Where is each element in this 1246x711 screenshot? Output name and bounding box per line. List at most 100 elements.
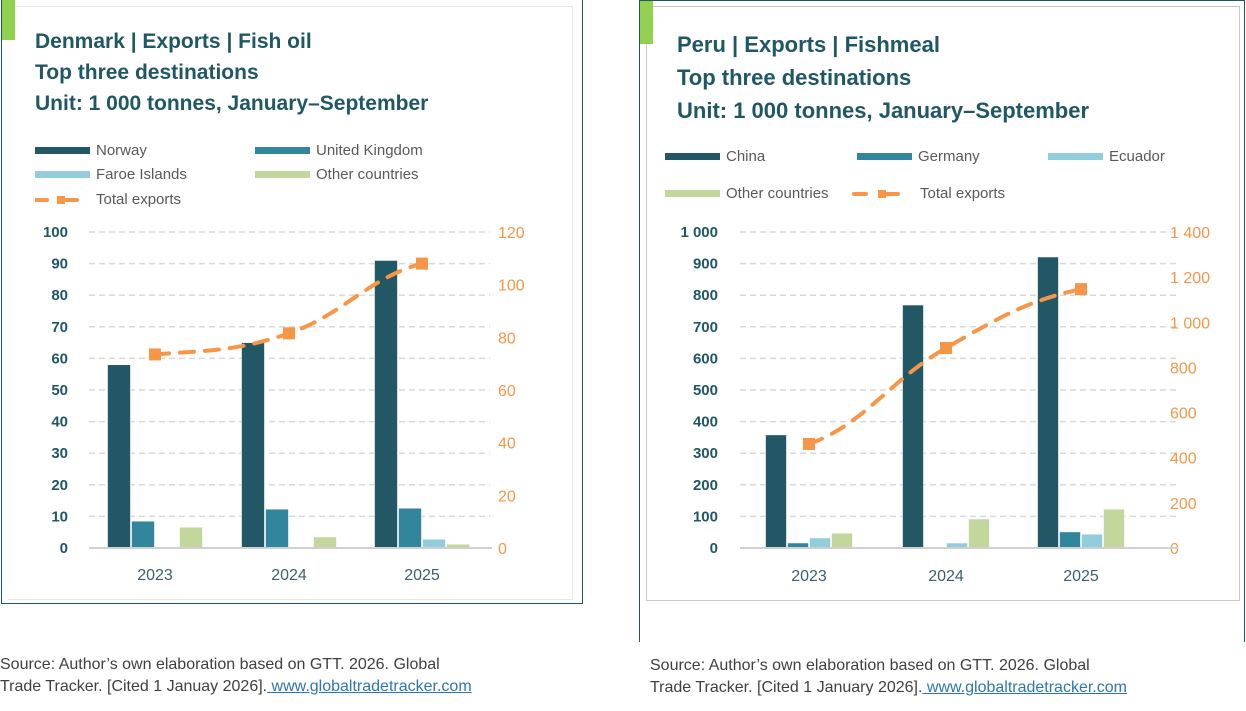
legend-label: China <box>726 148 766 165</box>
y-tick-label-left: 60 <box>51 350 68 367</box>
source-line-2: Trade Tracker. [Cited 1 Januay 2026]. <box>0 678 268 695</box>
x-tick-label: 2024 <box>271 567 307 584</box>
accent-bar <box>640 1 653 44</box>
y-tick-label-left: 1 000 <box>680 224 718 241</box>
total-exports-line <box>807 287 1083 446</box>
bar-china <box>902 304 924 549</box>
legend-swatch <box>1048 153 1103 160</box>
legend-label: Ecuador <box>1109 148 1165 165</box>
legend-swatch <box>255 147 310 154</box>
chart-area-denmark <box>8 6 573 600</box>
y-tick-label-left: 800 <box>693 287 718 304</box>
y-tick-label-left: 80 <box>51 287 68 304</box>
chart-area-peru <box>646 6 1240 601</box>
y-tick-label-left: 90 <box>51 256 68 273</box>
bar-norway <box>374 260 398 549</box>
bar-other-countries <box>831 532 853 549</box>
total-exports-marker <box>940 342 952 355</box>
chart-frame-denmark <box>1 0 583 604</box>
accent-bar <box>2 0 15 40</box>
source-link[interactable]: www.globaltradetracker.com <box>922 679 1127 696</box>
y-tick-label-left: 50 <box>51 382 68 399</box>
y-tick-label-left: 70 <box>51 319 68 336</box>
x-tick-label: 2023 <box>137 567 173 584</box>
legend-item: Faroe Islands <box>35 166 187 183</box>
bar-faroe-islands <box>422 538 446 549</box>
y-tick-label-right: 0 <box>498 541 507 558</box>
y-tick-label-left: 600 <box>693 350 718 367</box>
bar-china <box>765 434 787 549</box>
source-link[interactable]: www.globaltradetracker.com <box>267 678 472 695</box>
y-tick-label-left: 300 <box>693 445 718 462</box>
legend-swatch <box>255 171 310 178</box>
x-tick-label: 2024 <box>928 568 964 585</box>
y-tick-label-right: 1 200 <box>1170 270 1210 287</box>
total-exports-marker <box>283 327 295 340</box>
y-tick-label-left: 0 <box>710 540 718 557</box>
y-tick-label-right: 200 <box>1170 496 1197 513</box>
legend-item: Ecuador <box>1048 148 1165 165</box>
legend-item: Germany <box>857 148 980 165</box>
bar-other-countries <box>968 518 990 549</box>
y-tick-label-right: 400 <box>1170 451 1197 468</box>
y-tick-label-right: 100 <box>498 278 525 295</box>
chart-unit: Unit: 1 000 tonnes, January–September <box>35 92 429 115</box>
chart-frame-peru <box>639 0 1245 642</box>
source-note: Source: Author’s own elaboration based o… <box>0 654 472 698</box>
y-tick-label-left: 700 <box>693 319 718 336</box>
legend-swatch <box>857 153 912 160</box>
bar-united-kingdom <box>398 507 422 549</box>
y-tick-label-left: 20 <box>51 477 68 494</box>
bar-ecuador <box>809 537 831 549</box>
y-tick-label-right: 1 000 <box>1170 315 1210 332</box>
legend-item: Norway <box>35 142 147 159</box>
x-tick-label: 2025 <box>1063 568 1099 585</box>
chart-subtitle: Top three destinations <box>35 61 259 84</box>
y-tick-label-right: 0 <box>1170 541 1179 558</box>
bar-other-countries <box>313 536 337 549</box>
legend-line-marker <box>852 189 914 199</box>
bar-united-kingdom <box>131 520 155 549</box>
y-tick-label-left: 10 <box>51 508 68 525</box>
bar-ecuador <box>1081 533 1103 549</box>
legend-line-marker <box>35 195 90 205</box>
legend-item: Total exports <box>852 185 1005 202</box>
y-tick-label-left: 200 <box>693 477 718 494</box>
legend-item: United Kingdom <box>255 142 423 159</box>
y-tick-label-left: 500 <box>693 382 718 399</box>
legend-label: United Kingdom <box>316 142 423 159</box>
bar-other-countries <box>179 526 203 549</box>
bar-norway <box>107 364 131 549</box>
chart-plot-denmark: 0 10 20 30 40 50 60 70 80 90 100 0 20 40 60 80 100 120 202… <box>43 224 525 584</box>
chart-title: Peru | Exports | Fishmeal <box>677 32 940 57</box>
x-tick-label: 2025 <box>404 567 440 584</box>
total-exports-marker <box>149 348 161 361</box>
legend-label: Faroe Islands <box>96 166 187 183</box>
bar-germany <box>1059 531 1081 549</box>
y-tick-label-left: 900 <box>693 256 718 273</box>
bar-other-countries <box>1103 508 1125 549</box>
legend-label: Other countries <box>726 185 829 202</box>
legend-label: Germany <box>918 148 980 165</box>
legend-item: Other countries <box>255 166 419 183</box>
y-tick-label-right: 120 <box>498 225 525 242</box>
source-line-2: Trade Tracker. [Cited 1 January 2026]. <box>650 679 923 696</box>
y-tick-label-left: 400 <box>693 414 718 431</box>
legend-swatch <box>665 153 720 160</box>
y-tick-label-left: 40 <box>51 414 68 431</box>
y-tick-label-right: 1 400 <box>1170 225 1210 242</box>
legend-item: Total exports <box>35 191 181 208</box>
y-tick-label-right: 80 <box>498 330 516 347</box>
y-tick-label-left: 30 <box>51 445 68 462</box>
legend-item: Other countries <box>665 185 829 202</box>
x-tick-label: 2023 <box>791 568 827 585</box>
source-line-1: Source: Author’s own elaboration based o… <box>0 656 440 673</box>
legend-swatch <box>35 171 90 178</box>
total-exports-marker <box>416 257 428 270</box>
y-tick-label-right: 60 <box>498 383 516 400</box>
y-tick-label-right: 40 <box>498 436 516 453</box>
chart-title: Denmark | Exports | Fish oil <box>35 30 312 53</box>
total-exports-marker <box>1075 283 1087 296</box>
y-tick-label-right: 20 <box>498 488 516 505</box>
bar-norway <box>241 342 265 549</box>
